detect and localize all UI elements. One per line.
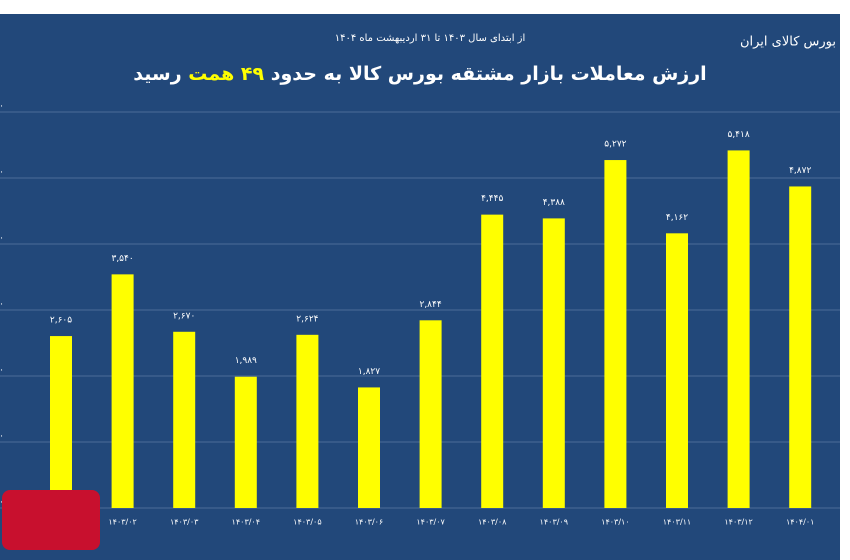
x-tick-label: ۱۴۰۳/۰۵	[293, 518, 321, 527]
bar	[173, 331, 196, 508]
watermark-logo	[2, 490, 100, 550]
x-tick-label: ۱۴۰۳/۰۳	[170, 518, 199, 527]
bar	[481, 214, 504, 508]
x-tick-label: ۱۴۰۳/۱۱	[663, 518, 691, 527]
bar	[358, 387, 380, 508]
x-tick-label: ۱۴۰۳/۱۰	[601, 518, 629, 527]
bar	[604, 160, 627, 508]
bar	[419, 320, 442, 508]
x-tick-label: ۱۴۰۳/۰۸	[478, 518, 507, 527]
value-label: ۳,۵۴۰	[111, 254, 133, 264]
x-tick-label: ۱۴۰۳/۰۴	[232, 518, 260, 527]
x-tick-label: ۱۴۰۳/۰۶	[355, 518, 383, 527]
bar	[296, 334, 319, 508]
x-tick-label: ۱۴۰۳/۰۹	[540, 518, 568, 527]
bar	[111, 274, 134, 508]
plot: ۰۱,۰۰۰۲,۰۰۰۳,۰۰۰۴,۰۰۰۵,۰۰۰۶,۰۰۰۱۴۰۳/۰۱۲,…	[0, 102, 850, 527]
value-label: ۴,۳۸۸	[543, 198, 565, 208]
value-label: ۱,۹۸۹	[235, 356, 257, 366]
x-tick-label: ۱۴۰۳/۰۷	[416, 518, 445, 527]
title-part: رسید	[133, 63, 181, 85]
value-label: ۴,۱۶۲	[666, 213, 688, 223]
y-tick-label: ۲,۰۰۰	[0, 366, 4, 376]
value-label: ۴,۴۴۵	[481, 194, 503, 204]
value-label: ۴,۸۷۲	[789, 166, 811, 176]
bar	[789, 186, 812, 508]
y-tick-label: ۵,۰۰۰	[0, 168, 4, 178]
logo-text: بورس کالای ایران	[740, 35, 836, 50]
y-tick-label: ۶,۰۰۰	[0, 102, 4, 112]
value-label: ۱,۸۲۷	[358, 367, 380, 377]
x-tick-label: ۱۴۰۴/۰۱	[786, 518, 814, 527]
y-tick-label: ۴,۰۰۰	[0, 234, 4, 244]
value-label: ۲,۶۰۵	[50, 316, 72, 326]
subtitle: از ابتدای سال ۱۴۰۳ تا ۳۱ اردیبهشت ماه ۱۴…	[335, 33, 526, 44]
title-highlight: ۴۹ همت	[188, 63, 264, 85]
bar	[542, 218, 565, 508]
bar	[234, 376, 257, 508]
bar	[666, 233, 688, 509]
bar	[727, 150, 750, 509]
value-label: ۲,۶۲۴	[296, 314, 318, 324]
title-part: ارزش معاملات بازار مشتقه بورس کالا به حد…	[271, 63, 707, 85]
x-tick-label: ۱۴۰۳/۰۲	[108, 518, 136, 527]
value-label: ۲,۸۴۴	[419, 300, 441, 310]
y-tick-label: ۳,۰۰۰	[0, 300, 4, 310]
x-tick-label: ۱۴۰۳/۱۲	[724, 518, 752, 527]
chart-title: ارزش معاملات بازار مشتقه بورس کالا به حد…	[133, 63, 706, 85]
value-label: ۵,۲۷۲	[604, 140, 626, 150]
bar	[50, 336, 72, 508]
value-label: ۲,۶۷۰	[173, 311, 195, 321]
y-tick-label: ۱,۰۰۰	[0, 432, 4, 442]
x-tick-label: ۱۴۰۴/۰۲	[848, 518, 850, 527]
value-label: ۵,۴۱۸	[727, 130, 749, 140]
